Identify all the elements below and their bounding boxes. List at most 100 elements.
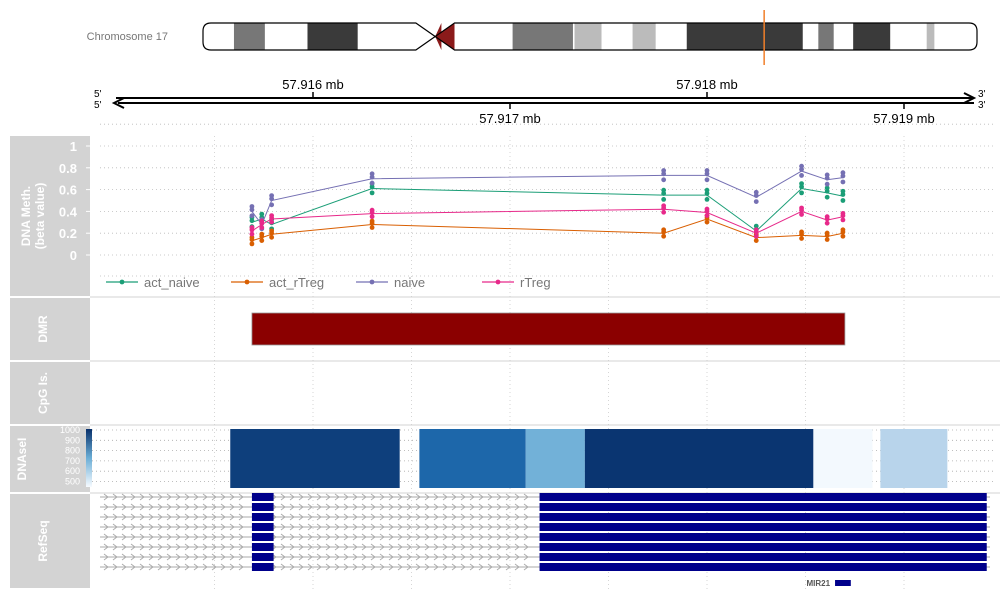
dnase-segment-2 (525, 429, 585, 488)
refseq-strand-arrow (202, 513, 208, 521)
meth-point-rTreg-2-2 (269, 213, 275, 218)
refseq-strand-arrow (388, 513, 394, 521)
refseq-strand-arrow (442, 513, 448, 521)
refseq-strand-arrow (175, 543, 181, 551)
refseq-strand-arrow (361, 493, 367, 501)
ideogram-band-3 (307, 23, 358, 50)
refseq-strand-arrow (397, 523, 403, 531)
refseq-strand-arrow (397, 533, 403, 541)
methylation-y-axis: 0 0.2 0.4 0.6 0.8 1 (59, 139, 93, 263)
refseq-strand-arrow (280, 563, 286, 571)
meth-point-rTreg-0-0 (249, 231, 255, 237)
refseq-strand-arrow (289, 563, 295, 571)
refseq-strand-arrow (157, 533, 163, 541)
refseq-strand-arrow (523, 493, 529, 501)
refseq-strand-arrow (424, 563, 430, 571)
refseq-strand-arrow (388, 503, 394, 511)
refseq-title-panel (10, 494, 90, 588)
refseq-strand-arrow (343, 503, 349, 511)
refseq-strand-arrow (361, 513, 367, 521)
meth-point-act_rTreg-7-0 (799, 236, 804, 241)
refseq-strand-arrow (298, 523, 304, 531)
refseq-strand-arrow (424, 523, 430, 531)
axis-tick-label-top-1: 57.918 mb (676, 77, 737, 92)
ideogram-p-arm-outline (202, 22, 437, 51)
meth-point-act_rTreg-1-0 (259, 238, 265, 244)
refseq-strand-arrow (406, 503, 412, 511)
meth-point-rTreg-4-2 (661, 203, 667, 209)
ideogram-band-18 (853, 23, 891, 50)
meth-point-naive-5-0 (704, 177, 710, 183)
meth-point-rTreg-4-0 (661, 209, 667, 215)
refseq-strand-arrow (316, 513, 322, 521)
refseq-strand-arrow (202, 503, 208, 511)
refseq-strand-arrow (280, 543, 286, 551)
meth-track-label-2: (beta value) (33, 183, 47, 250)
refseq-strand-arrow (193, 513, 199, 521)
refseq-strand-arrow (157, 513, 163, 521)
refseq-strand-arrow (220, 493, 226, 501)
chromosome-label: Chromosome 17 (87, 31, 168, 43)
refseq-strand-arrow (505, 523, 511, 531)
forward-strand-arrow (963, 92, 977, 104)
refseq-strand-arrow (166, 543, 172, 551)
meth-point-act_naive-8-0 (824, 194, 830, 200)
ideogram-band-8 (512, 23, 573, 50)
refseq-strand-arrow (379, 553, 385, 561)
refseq-strand-arrow (298, 553, 304, 561)
meth-point-act_naive-3-0 (369, 190, 375, 196)
refseq-strand-arrow (469, 523, 475, 531)
ideogram-band-21 (934, 23, 977, 50)
refseq-strand-arrow (130, 503, 136, 511)
refseq-strand-arrow (220, 533, 226, 541)
refseq-transcript-3 (100, 523, 990, 531)
chromosome-ideogram: Chromosome 17 (87, 10, 978, 65)
meth-point-naive-0-2 (249, 204, 255, 209)
refseq-strand-arrow (103, 493, 109, 501)
dnase-segment-0 (230, 429, 400, 488)
refseq-strand-arrow (238, 503, 244, 511)
refseq-strand-arrow (193, 533, 199, 541)
refseq-strand-arrow (478, 513, 484, 521)
ideogram-band-14 (686, 23, 803, 50)
refseq-strand-arrow (469, 543, 475, 551)
meth-point-act_naive-9-0 (840, 198, 846, 203)
series-naive (249, 163, 846, 232)
legend-label-rTreg: rTreg (520, 275, 551, 290)
refseq-strand-arrow (139, 513, 145, 521)
refseq-track: MIR21 (100, 493, 990, 588)
methylation-legend: act_naive act_rTreg naive rTreg (106, 275, 551, 290)
refseq-strand-arrow (523, 553, 529, 561)
refseq-strand-arrow (442, 533, 448, 541)
refseq-strand-arrow (496, 503, 502, 511)
refseq-strand-arrow (370, 523, 376, 531)
refseq-strand-arrow (139, 533, 145, 541)
refseq-strand-arrow (148, 543, 154, 551)
refseq-strand-arrow (148, 513, 154, 521)
meth-point-act_rTreg-6-0 (753, 238, 759, 244)
refseq-strand-arrow (397, 503, 403, 511)
refseq-strand-arrow (103, 543, 109, 551)
refseq-strand-arrow (352, 493, 358, 501)
refseq-strand-arrow (193, 543, 199, 551)
track-title-panels: DNA Meth. (beta value) DMR CpG Is. DNAse… (10, 136, 90, 588)
meth-y-tick-label-2: 0.4 (59, 204, 78, 219)
refseq-strand-arrow (514, 493, 520, 501)
refseq-strand-arrow (289, 553, 295, 561)
refseq-strand-arrow (193, 563, 199, 571)
refseq-exon-6-0 (251, 553, 274, 561)
refseq-strand-arrow (184, 493, 190, 501)
refseq-strand-arrow (220, 563, 226, 571)
meth-point-rTreg-5-0 (704, 213, 710, 218)
meth-track-label-1: DNA Meth. (19, 186, 33, 246)
reverse-strand-arrow (111, 97, 125, 109)
refseq-strand-arrow (424, 543, 430, 551)
meth-point-naive-4-0 (661, 177, 667, 183)
refseq-strand-arrow (193, 553, 199, 561)
dmr-track (251, 312, 846, 346)
refseq-strand-arrow (184, 553, 190, 561)
dnase-track-label: DNAseI (15, 438, 29, 481)
refseq-strand-arrow (469, 513, 475, 521)
refseq-strand-arrow (211, 523, 217, 531)
ideogram-band-9 (572, 23, 575, 50)
